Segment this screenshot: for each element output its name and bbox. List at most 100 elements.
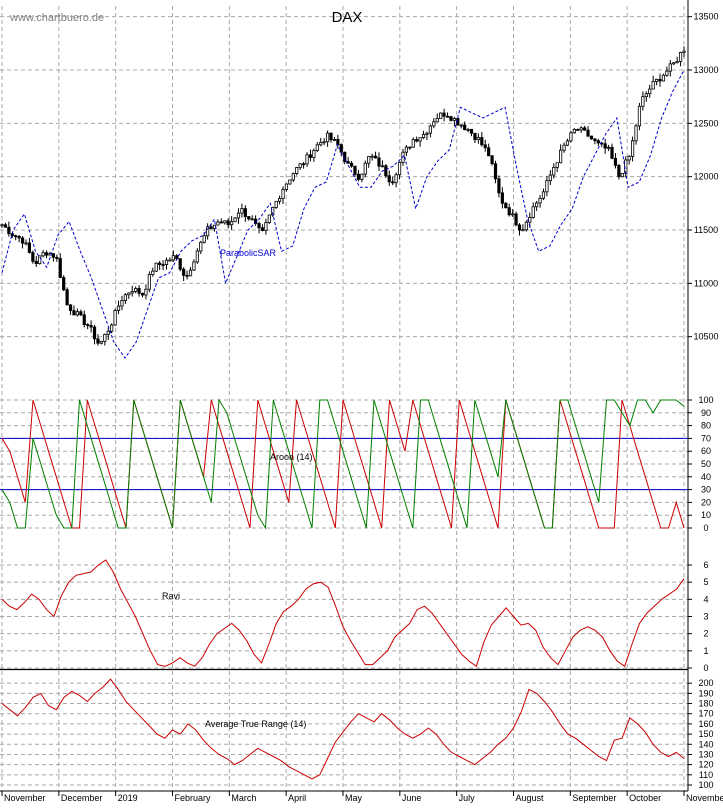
y-tick-label: 90 bbox=[701, 408, 711, 418]
candle-body bbox=[230, 221, 234, 226]
parabolic-sar-line bbox=[1, 69, 685, 359]
candle-body bbox=[147, 274, 151, 290]
candle-body bbox=[387, 175, 391, 183]
x-tick-label: 2019 bbox=[118, 793, 138, 803]
candle-body bbox=[480, 137, 484, 146]
candle-body bbox=[418, 137, 422, 142]
y-tick-label: 40 bbox=[701, 472, 711, 482]
candle-body bbox=[168, 259, 172, 262]
candle-body bbox=[20, 237, 25, 244]
candle-body bbox=[425, 132, 429, 135]
candle-body bbox=[411, 139, 415, 148]
candle-body bbox=[154, 262, 158, 272]
candle-body bbox=[113, 310, 117, 326]
candle-body bbox=[89, 325, 93, 328]
candle-body bbox=[579, 127, 583, 131]
x-tick-label: September bbox=[572, 793, 616, 803]
candle-body bbox=[641, 96, 645, 107]
candle-body bbox=[27, 242, 32, 253]
y-tick-label: 12500 bbox=[693, 118, 718, 128]
candle-body bbox=[463, 124, 467, 131]
candle-body bbox=[277, 198, 282, 202]
y-tick-label: 11000 bbox=[694, 278, 718, 288]
candle-body bbox=[206, 226, 210, 237]
candle-body bbox=[24, 242, 28, 245]
candle-body bbox=[319, 142, 323, 146]
candle-body bbox=[552, 166, 556, 176]
candle-body bbox=[332, 138, 337, 141]
candle-body bbox=[339, 144, 343, 153]
candle-body bbox=[367, 156, 371, 164]
y-tick-label: 10500 bbox=[693, 332, 718, 342]
candle-body bbox=[243, 208, 247, 217]
candle-body bbox=[41, 252, 45, 257]
atr-line bbox=[1, 678, 685, 780]
candle-body bbox=[353, 165, 357, 175]
candle-body bbox=[92, 326, 97, 340]
candle-body bbox=[569, 132, 573, 142]
candle-body bbox=[610, 146, 614, 159]
candle-body bbox=[541, 191, 546, 199]
candle-body bbox=[188, 269, 193, 277]
candle-body bbox=[586, 129, 590, 137]
candle-body bbox=[79, 311, 83, 316]
candle-body bbox=[535, 202, 539, 208]
candle-body bbox=[274, 200, 278, 208]
candle-body bbox=[596, 140, 600, 144]
y-tick-label: 6 bbox=[703, 560, 708, 570]
candle-body bbox=[672, 62, 676, 65]
candle-body bbox=[497, 178, 501, 194]
candle-body bbox=[421, 134, 426, 139]
y-tick-label: 190 bbox=[698, 688, 713, 698]
candle-body bbox=[182, 268, 186, 276]
candle-body bbox=[394, 174, 398, 184]
candle-body bbox=[665, 70, 669, 76]
x-tick-label: February bbox=[175, 793, 212, 803]
x-tick-label: November bbox=[686, 793, 723, 803]
y-tick-label: 150 bbox=[698, 729, 713, 739]
candle-body bbox=[517, 224, 522, 231]
candle-body bbox=[675, 60, 679, 64]
x-tick-label: August bbox=[516, 793, 545, 803]
candle-body bbox=[452, 118, 456, 121]
candle-body bbox=[65, 289, 69, 306]
y-tick-label: 160 bbox=[698, 719, 713, 729]
candle-body bbox=[51, 253, 56, 258]
candle-body bbox=[329, 132, 333, 141]
candle-body bbox=[134, 288, 138, 292]
chart-title: DAX bbox=[332, 9, 363, 26]
candle-body bbox=[219, 221, 223, 224]
candle-body bbox=[301, 163, 306, 166]
y-tick-label: 180 bbox=[698, 699, 713, 709]
candle-body bbox=[298, 163, 302, 168]
y-tick-label: 70 bbox=[701, 433, 711, 443]
price-candles bbox=[0, 46, 686, 346]
y-tick-label: 100 bbox=[698, 780, 713, 790]
grid bbox=[0, 6, 688, 791]
candle-body bbox=[524, 221, 528, 231]
y-tick-label: 50 bbox=[701, 459, 711, 469]
candle-body bbox=[58, 258, 62, 278]
candle-body bbox=[435, 118, 439, 123]
candle-body bbox=[648, 88, 652, 95]
candle-body bbox=[538, 197, 542, 204]
candle-body bbox=[487, 147, 491, 157]
candle-body bbox=[583, 127, 587, 131]
candle-body bbox=[528, 217, 532, 223]
candle-body bbox=[607, 146, 611, 149]
ravi-line bbox=[1, 559, 685, 668]
x-tick-label: October bbox=[629, 793, 661, 803]
candle-body bbox=[504, 202, 508, 209]
candle-body bbox=[44, 252, 49, 256]
candle-body bbox=[322, 141, 326, 144]
y-tick-label: 100 bbox=[698, 395, 713, 405]
y-tick-label: 200 bbox=[698, 678, 713, 688]
candle-body bbox=[116, 305, 121, 311]
candle-body bbox=[651, 81, 655, 90]
y-tick-label: 13500 bbox=[693, 12, 718, 22]
y-tick-label: 30 bbox=[701, 485, 711, 495]
candle-body bbox=[548, 174, 552, 182]
candle-body bbox=[466, 129, 470, 131]
candle-body bbox=[144, 288, 148, 296]
candle-body bbox=[75, 311, 79, 316]
